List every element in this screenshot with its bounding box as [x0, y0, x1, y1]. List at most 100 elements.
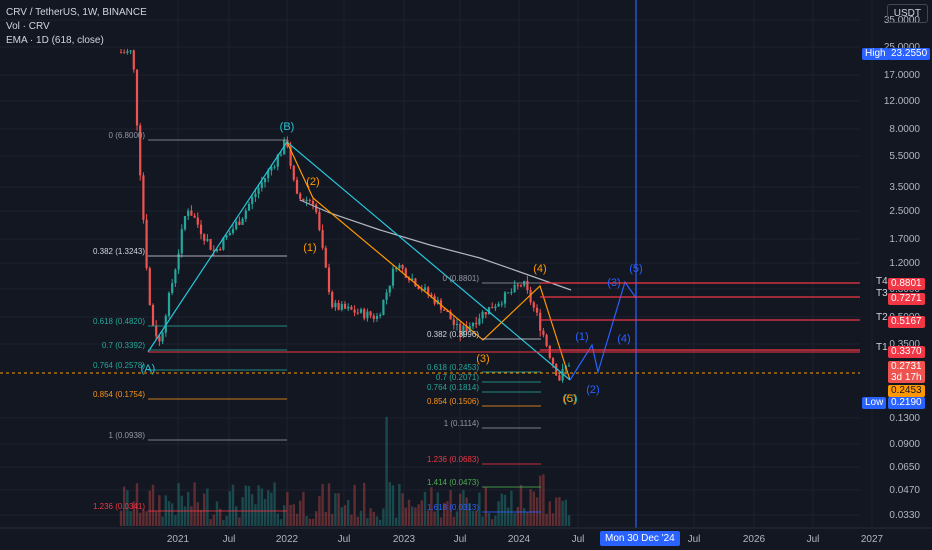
volume-bar-61	[315, 511, 318, 526]
candle-body-92	[414, 278, 417, 287]
fib-right-label-6: 1 (0.1114)	[444, 419, 480, 428]
candlestick-series	[119, 48, 571, 383]
volume-bar-49	[276, 513, 279, 526]
volume-legend[interactable]: Vol · CRV	[6, 21, 50, 32]
volume-bar-117	[494, 515, 497, 526]
volume-bar-133	[545, 513, 548, 526]
candle-body-42	[254, 193, 257, 198]
currency-selector[interactable]: USDT	[886, 4, 928, 23]
volume-bar-101	[443, 502, 446, 526]
candle-body-50	[279, 154, 283, 156]
price-tick-14: 0.0900	[889, 439, 920, 450]
candle-body-40	[247, 203, 251, 211]
cursor-date-label: Mon 30 Dec '24	[600, 531, 680, 546]
projection-wave-line	[569, 280, 637, 381]
high-value-badge: 23.2550	[888, 48, 931, 60]
volume-bar-105	[455, 511, 459, 526]
wave-corrective-1: (B)	[280, 121, 295, 133]
volume-bar-125	[519, 484, 523, 526]
ema-line	[299, 199, 572, 291]
volume-bar-127	[526, 512, 529, 526]
fib-right-label-7: 1.236 (0.0683)	[427, 455, 479, 464]
volume-bar-41	[251, 494, 254, 526]
time-tick-7: Jul	[572, 534, 585, 545]
candle-body-87	[398, 264, 401, 269]
candle-body-79	[372, 315, 375, 319]
volume-bar-124	[516, 507, 519, 526]
volume-bar-116	[491, 519, 494, 526]
volume-bar-137	[558, 497, 561, 526]
candle-body-129	[532, 302, 535, 308]
candle-body-106	[459, 323, 462, 336]
volume-bar-39	[244, 485, 247, 526]
candle-body-128	[529, 290, 532, 303]
volume-bar-55	[295, 513, 299, 526]
time-tick-8: Jul	[688, 534, 701, 545]
candle-body-49	[276, 154, 279, 167]
candle-body-115	[487, 307, 491, 315]
volume-bar-139	[564, 499, 567, 526]
wave-labels: (A) (B) (C) (1) (2) (3) (4) (5) (1) (2) (3) (4) (5)	[141, 121, 643, 405]
volume-bar-31	[219, 508, 222, 526]
candle-body-114	[484, 312, 487, 315]
candle-body-7	[142, 175, 145, 220]
time-axis[interactable]: 2021 Jul 2022 Jul 2023 Jul 2024 Jul Jul 2026 Jul 20…	[0, 527, 932, 545]
candle-body-6	[139, 125, 142, 176]
candle-body-123	[513, 284, 516, 292]
fib-left-label-1: 0.382 (1.3243)	[93, 247, 145, 256]
candle-body-83	[385, 292, 388, 300]
candle-body-132	[542, 330, 545, 336]
price-axis[interactable]: 35.0000 25.0000 17.0000 12.0000 8.0000 5.5000…	[884, 15, 921, 521]
candle-body-26	[203, 234, 206, 241]
volume-bar-35	[231, 484, 235, 526]
candle-body-82	[382, 299, 385, 315]
ema-legend[interactable]: EMA · 1D (618, close)	[6, 35, 104, 46]
volume-bar-75	[359, 510, 363, 526]
candle-body-140	[567, 365, 571, 367]
volume-bar-20	[183, 506, 187, 526]
volume-bar-11	[155, 511, 158, 526]
target-t2-price: 0.5167	[888, 316, 925, 328]
candle-body-10	[151, 304, 155, 326]
candle-body-136	[555, 364, 558, 376]
candle-body-20	[183, 216, 187, 230]
candle-body-53	[289, 146, 292, 166]
volume-bar-15	[167, 501, 171, 526]
volume-bar-45	[263, 498, 267, 526]
volume-bar-118	[497, 501, 500, 526]
candle-body-27	[206, 239, 209, 241]
volume-bar-65	[327, 483, 331, 526]
volume-bar-33	[225, 515, 228, 526]
volume-bar-104	[452, 516, 455, 526]
volume-bar-80	[375, 516, 379, 526]
volume-bar-122	[510, 490, 513, 526]
candle-body-97	[430, 294, 433, 296]
volume-bar-115	[487, 513, 491, 526]
volume-bar-140	[567, 515, 571, 526]
wave-impulse-1: (2)	[306, 176, 319, 188]
volume-bar-77	[366, 518, 369, 526]
target-t1-label: T1	[876, 342, 888, 353]
candle-body-113	[481, 312, 484, 319]
bar-countdown: 3d 17h	[891, 372, 922, 383]
candle-body-55	[295, 179, 299, 194]
volume-bar-42	[254, 504, 257, 526]
candle-body-130	[535, 307, 539, 313]
time-tick-1: Jul	[223, 534, 236, 545]
fib-right-label-0: 0 (0.8801)	[443, 274, 480, 283]
volume-bar-6	[139, 512, 142, 526]
candle-body-32	[222, 237, 225, 250]
candle-body-111	[475, 322, 478, 325]
volume-bar-1	[123, 486, 126, 526]
fib-right-label-8: 1.414 (0.0473)	[427, 478, 479, 487]
volume-bar-134	[548, 501, 551, 526]
candle-body-89	[404, 268, 407, 278]
volume-bar-126	[523, 508, 526, 526]
candle-body-103	[449, 311, 452, 320]
symbol-title[interactable]: CRV / TetherUS, 1W, BINANCE	[6, 7, 147, 18]
marker-price-badge: 0.2453	[888, 385, 925, 397]
volume-bar-88	[401, 493, 404, 526]
candle-body-41	[251, 197, 254, 204]
candle-body-57	[302, 198, 305, 201]
